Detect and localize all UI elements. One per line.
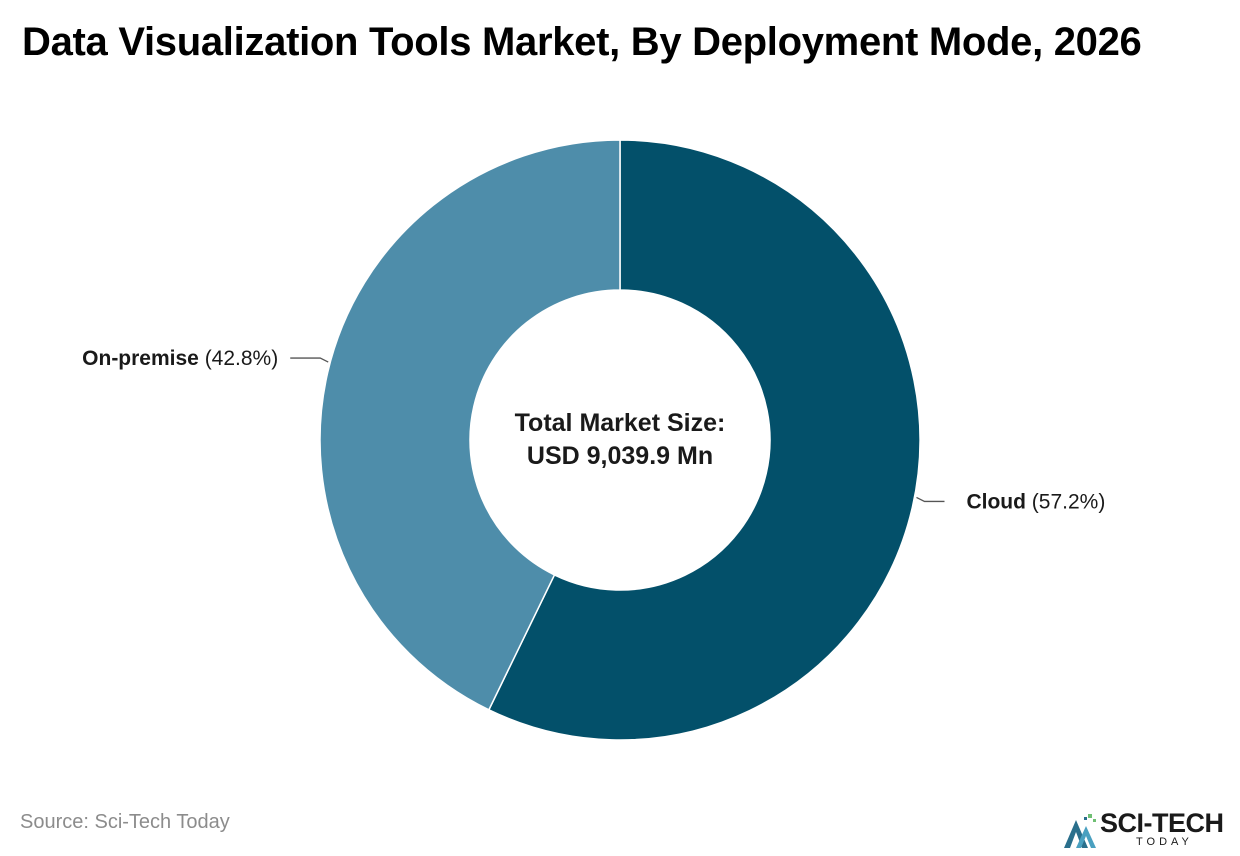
slice-cloud	[487, 139, 921, 741]
slice-label-value: (42.8%)	[199, 347, 278, 370]
center-label-line2: USD 9,039.9 Mn	[527, 442, 713, 470]
sci-tech-logo: SCI-TECH TODAY	[1062, 806, 1238, 852]
logo-brand: SCI-TECH	[1100, 808, 1224, 838]
leader-line-cloud	[916, 496, 945, 503]
logo-sub: TODAY	[1136, 836, 1193, 848]
slice-labels: Cloud (57.2%) On-premise (42.8%)	[82, 347, 1105, 513]
center-label-line1: Total Market Size:	[515, 409, 726, 437]
slice-label-value: (57.2%)	[1026, 490, 1105, 513]
source-note: Source: Sci-Tech Today	[20, 811, 230, 833]
leader-lines	[290, 357, 945, 503]
slice-label-on-premise: On-premise (42.8%)	[82, 347, 278, 370]
chart-title: Data Visualization Tools Market, By Depl…	[22, 20, 1142, 64]
slice-label-cloud: Cloud (57.2%)	[966, 490, 1105, 513]
slice-label-name: Cloud	[966, 490, 1025, 513]
slice-label-name: On-premise	[82, 347, 199, 370]
sci-tech-logo-mark-icon	[1064, 814, 1096, 848]
leader-line-on-premise	[290, 357, 329, 363]
slice-on-premise	[319, 139, 621, 711]
donut-slices	[319, 139, 921, 741]
